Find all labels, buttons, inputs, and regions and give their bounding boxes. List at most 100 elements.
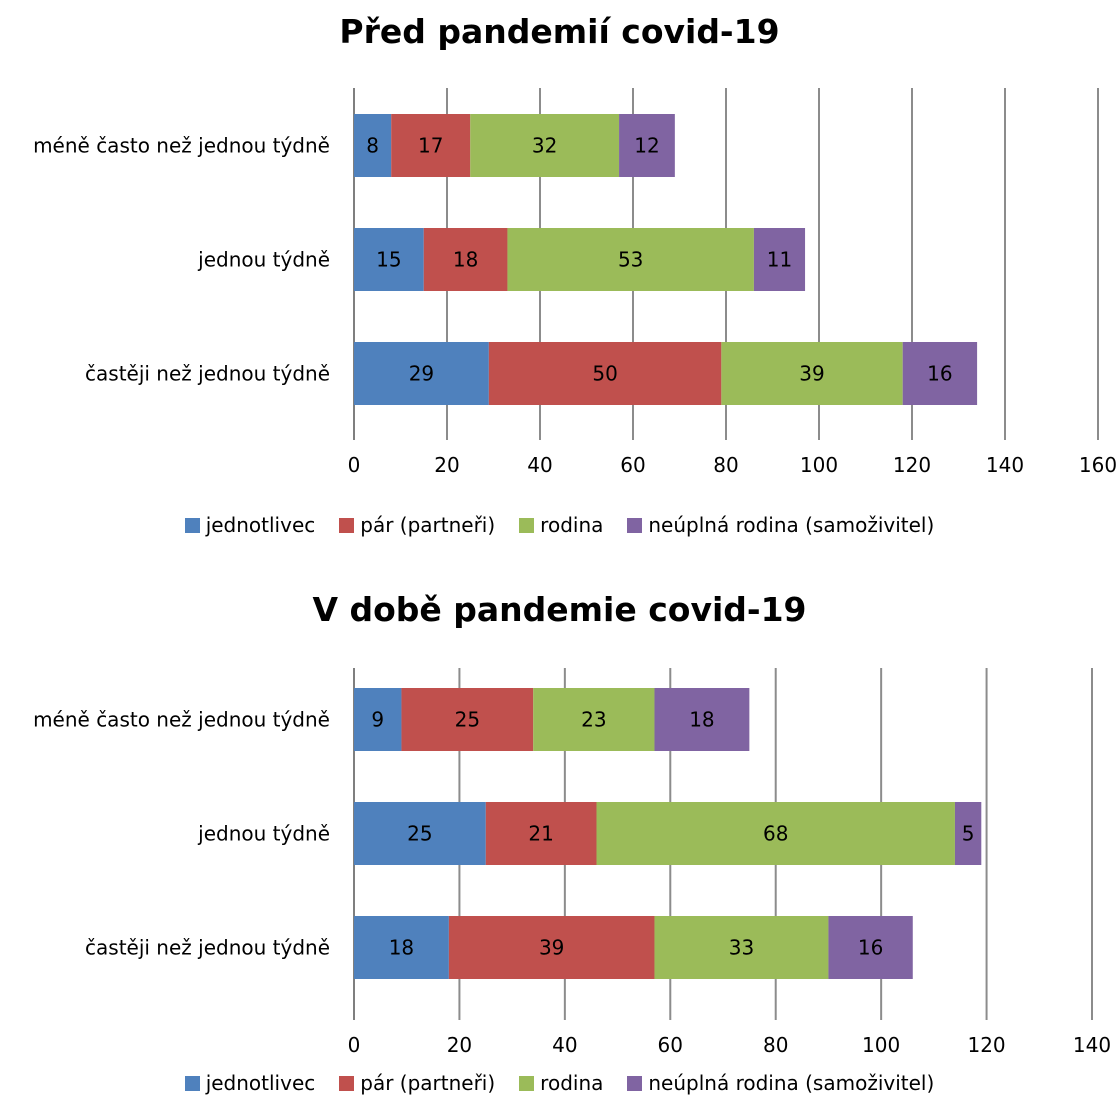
legend-item: jednotlivec (184, 513, 316, 537)
category-label: méně často než jednou týdně (33, 708, 330, 732)
bar-segment-p-r-partne-i (488, 342, 722, 405)
bar-segment-rodina (533, 688, 655, 751)
data-label: 50 (592, 362, 617, 386)
data-label: 53 (618, 248, 643, 272)
category-label: méně často než jednou týdně (33, 134, 330, 158)
data-label: 18 (689, 708, 714, 732)
category-label: jednou týdně (197, 822, 330, 846)
legend-item: rodina (519, 513, 603, 537)
bar-segment-p-r-partne-i (485, 802, 597, 865)
bar-segment-ne-pln-rodina-samo-ivitel (828, 916, 913, 979)
bar-segment-p-r-partne-i (391, 114, 471, 177)
data-label: 21 (528, 822, 553, 846)
bar-segment-jednotlivec (354, 802, 486, 865)
legend-label: pár (partneři) (360, 1071, 496, 1095)
data-label: 16 (927, 362, 952, 386)
legend-label: neúplná rodina (samoživitel) (648, 513, 935, 537)
x-tick-label: 100 (800, 453, 838, 477)
x-tick-label: 0 (348, 1033, 361, 1057)
bar-segment-jednotlivec (354, 688, 402, 751)
legend-swatch (627, 1075, 643, 1091)
x-tick-label: 60 (620, 453, 645, 477)
legend-label: jednotlivec (205, 1071, 316, 1095)
bar-segment-rodina (470, 114, 620, 177)
x-tick-label: 120 (893, 453, 931, 477)
chart-title: V době pandemie covid-19 (312, 590, 807, 629)
legend-swatch (339, 517, 355, 533)
legend-item: pár (partneři) (339, 513, 495, 537)
data-label: 11 (767, 248, 792, 272)
legend-swatch (339, 1075, 355, 1091)
data-label: 32 (532, 134, 557, 158)
stacked-bar-chart: 0 20 40 60 80 100 120 140 méně často než jednou … (33, 668, 1111, 1057)
bar-segment-p-r-partne-i (401, 688, 534, 751)
x-tick-label: 140 (1073, 1033, 1111, 1057)
legend-item: rodina (519, 1071, 603, 1095)
bar-segment-ne-pln-rodina-samo-ivitel (753, 228, 806, 291)
x-tick-label: 80 (763, 1033, 788, 1057)
x-tick-label: 40 (527, 453, 552, 477)
bar-segment-ne-pln-rodina-samo-ivitel (954, 802, 982, 865)
x-tick-label: 80 (713, 453, 738, 477)
bar-segment-p-r-partne-i (448, 916, 655, 979)
legend-item: neúplná rodina (samoživitel) (627, 513, 934, 537)
chart-title: Před pandemií covid-19 (339, 12, 780, 51)
bar-segment-rodina (654, 916, 829, 979)
bar-segment-jednotlivec (354, 228, 424, 291)
bar-segment-rodina (721, 342, 903, 405)
data-label: 15 (376, 248, 401, 272)
x-tick-label: 140 (986, 453, 1024, 477)
category-label: častěji než jednou týdně (85, 936, 330, 960)
data-label: 68 (763, 822, 788, 846)
category-label: jednou týdně (197, 248, 330, 272)
data-label: 39 (539, 936, 564, 960)
bar-segment-p-r-partne-i (423, 228, 508, 291)
data-label: 8 (366, 134, 379, 158)
legend-item: pár (partneři) (339, 1071, 495, 1095)
legend-label: pár (partneři) (360, 513, 496, 537)
data-label: 25 (407, 822, 432, 846)
category-label: častěji než jednou týdně (85, 362, 330, 386)
x-tick-label: 20 (447, 1033, 472, 1057)
data-label: 5 (962, 822, 975, 846)
bar-segment-ne-pln-rodina-samo-ivitel (902, 342, 978, 405)
legend-swatch (184, 1075, 200, 1091)
stacked-bar-chart: 0 20 40 60 80 100 120 140 160 méně často než jedn… (33, 88, 1117, 477)
x-tick-label: 20 (434, 453, 459, 477)
data-label: 17 (418, 134, 443, 158)
x-tick-label: 160 (1079, 453, 1117, 477)
data-label: 16 (858, 936, 883, 960)
bar-segment-rodina (596, 802, 955, 865)
data-label: 18 (389, 936, 414, 960)
bar-segment-jednotlivec (354, 342, 489, 405)
x-tick-label: 100 (862, 1033, 900, 1057)
data-label: 18 (453, 248, 478, 272)
x-tick-label: 40 (552, 1033, 577, 1057)
legend-item: jednotlivec (184, 1071, 316, 1095)
x-tick-label: 0 (348, 453, 361, 477)
legend-label: jednotlivec (205, 513, 316, 537)
data-label: 33 (729, 936, 754, 960)
data-label: 9 (371, 708, 384, 732)
legend-swatch (519, 1075, 535, 1091)
data-label: 12 (634, 134, 659, 158)
legend-label: rodina (540, 513, 604, 537)
data-label: 29 (409, 362, 434, 386)
bar-segment-ne-pln-rodina-samo-ivitel (619, 114, 675, 177)
legend-swatch (519, 517, 535, 533)
bar-segment-jednotlivec (354, 916, 449, 979)
data-label: 23 (581, 708, 606, 732)
legend-swatch (184, 517, 200, 533)
bar-segment-jednotlivec (354, 114, 392, 177)
data-label: 25 (455, 708, 480, 732)
x-tick-label: 120 (967, 1033, 1005, 1057)
legend: jednotlivec pár (partneři) rodina neúplná r… (0, 510, 1119, 540)
legend-swatch (627, 517, 643, 533)
legend-label: rodina (540, 1071, 604, 1095)
bar-segment-ne-pln-rodina-samo-ivitel (654, 688, 750, 751)
bar-segment-rodina (507, 228, 754, 291)
legend: jednotlivec pár (partneři) rodina neúplná r… (0, 1068, 1119, 1098)
legend-label: neúplná rodina (samoživitel) (648, 1071, 935, 1095)
data-label: 39 (799, 362, 824, 386)
legend-item: neúplná rodina (samoživitel) (627, 1071, 934, 1095)
